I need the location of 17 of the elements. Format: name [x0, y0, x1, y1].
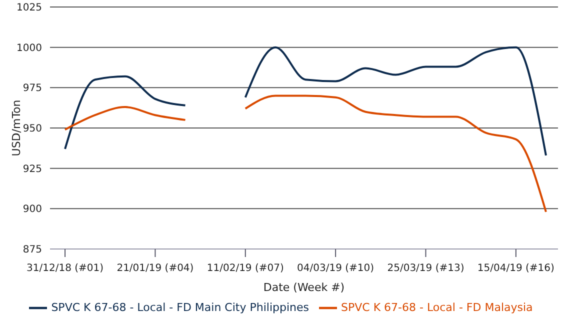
x-tick-label: 31/12/18 (#01): [26, 263, 104, 274]
x-tick-label: 15/04/19 (#16): [477, 263, 555, 274]
x-tick-label: 04/03/19 (#10): [297, 263, 374, 274]
y-tick-label: 1000: [16, 42, 42, 54]
y-tick-label: 925: [22, 164, 42, 175]
y-tick-label: 1025: [16, 2, 42, 14]
x-axis-title: Date (Week #): [263, 281, 345, 294]
y-tick-label: 900: [22, 204, 42, 216]
x-tick-label: 21/01/19 (#04): [116, 263, 194, 274]
legend-label: SPVC K 67-68 - Local - FD Malaysia: [341, 301, 533, 314]
x-tick-label: 25/03/19 (#13): [387, 263, 464, 274]
y-axis-title: USD/mTon: [10, 100, 23, 156]
y-tick-label: 950: [22, 124, 42, 135]
y-tick-label: 875: [22, 244, 42, 256]
x-tick-label: 11/02/19 (#07): [206, 263, 284, 274]
y-tick-label: 975: [22, 83, 42, 94]
legend-label: SPVC K 67-68 - Local - FD Main City Philippines: [51, 301, 309, 314]
